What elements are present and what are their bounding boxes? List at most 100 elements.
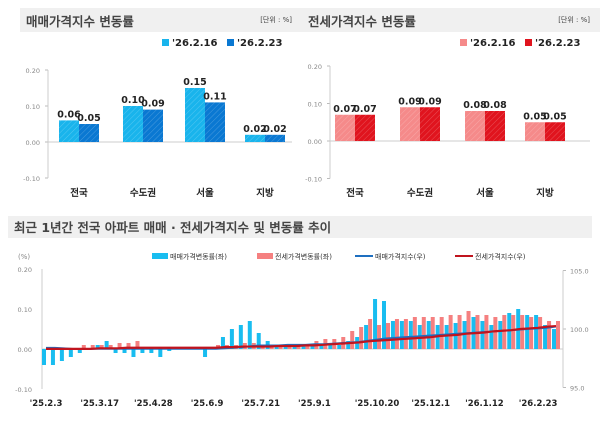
data-label: 0.08	[463, 100, 487, 111]
y-tick-label: 0.20	[308, 63, 322, 71]
bar	[68, 349, 73, 357]
bar	[465, 111, 485, 141]
bar	[386, 323, 390, 349]
category-label: 수도권	[407, 187, 433, 199]
bar	[59, 349, 64, 361]
bar	[220, 337, 225, 349]
x-tick-label: '25.4.28	[134, 399, 173, 409]
data-label: 0.07	[333, 104, 356, 115]
bar	[373, 299, 378, 349]
data-label: 0.11	[203, 91, 226, 102]
bar	[439, 317, 444, 349]
bar	[245, 134, 265, 142]
bar	[520, 315, 525, 349]
bar	[529, 317, 534, 349]
data-label: 0.10	[121, 95, 145, 106]
legend-swatch	[162, 39, 169, 46]
bar	[498, 321, 503, 349]
x-tick-label: '25.7.21	[241, 399, 280, 409]
bar	[79, 124, 99, 142]
unit-label: [단위 : %]	[558, 15, 590, 24]
title-bar	[20, 8, 304, 32]
bar	[131, 349, 136, 357]
unit-label: [단위 : %]	[260, 15, 292, 24]
bar	[123, 106, 143, 142]
bar	[552, 329, 556, 349]
x-tick-label: '26.2.23	[519, 399, 558, 409]
y2-tick-label: 105.0	[570, 268, 589, 276]
bar	[493, 317, 498, 349]
index-line	[46, 324, 557, 350]
y-tick-label: 0.00	[308, 138, 322, 146]
bar	[534, 315, 539, 349]
category-label: 전국	[70, 187, 88, 199]
bar	[420, 107, 440, 141]
x-tick-label: '25.10.20	[355, 399, 400, 409]
bar	[81, 345, 86, 349]
bar	[328, 345, 333, 349]
bar	[135, 341, 140, 349]
category-label: 전국	[346, 187, 364, 199]
data-label: 0.06	[57, 109, 81, 120]
bar	[390, 321, 395, 349]
bar	[394, 319, 399, 349]
legend-label: 전세가격변동률(좌)	[275, 252, 332, 261]
bar	[42, 349, 46, 365]
data-label: 0.09	[418, 96, 441, 107]
legend-swatch	[257, 253, 273, 259]
bar	[143, 109, 163, 142]
bar	[457, 315, 462, 349]
bar	[59, 120, 79, 142]
chart-title: 전세가격지수 변동률	[308, 14, 416, 29]
x-tick-label: '25.9.1	[298, 399, 331, 409]
bar	[485, 111, 505, 141]
bar	[265, 134, 285, 142]
bar	[319, 345, 324, 349]
bar	[117, 343, 122, 349]
bar	[408, 321, 413, 349]
bar	[238, 325, 243, 349]
bar	[355, 114, 375, 141]
bar	[310, 345, 315, 349]
y-tick-label: 0.00	[26, 139, 40, 147]
y-tick-label: 0.20	[26, 67, 40, 75]
bar	[203, 349, 208, 357]
bar	[525, 315, 530, 349]
bar	[448, 315, 453, 349]
bar	[538, 317, 543, 349]
bar	[122, 349, 127, 353]
chart-title: 최근 1년간 전국 아파트 매매 · 전세가격지수 및 변동률 추이	[14, 220, 331, 235]
bar	[90, 345, 95, 349]
bar	[547, 321, 552, 349]
chart-title: 매매가격지수 변동률	[26, 14, 134, 29]
bar	[368, 319, 373, 349]
bar	[256, 333, 261, 349]
bar	[158, 349, 163, 357]
x-tick-label: '25.6.9	[191, 399, 224, 409]
bar	[305, 345, 310, 349]
data-label: 0.02	[263, 124, 286, 135]
x-tick-label: '25.2.3	[30, 399, 63, 409]
category-label: 지방	[256, 187, 274, 199]
legend-swatch	[152, 253, 168, 259]
bar	[525, 122, 545, 141]
bar	[205, 102, 225, 142]
bar	[108, 345, 113, 349]
bar	[359, 327, 364, 349]
bar	[50, 349, 55, 365]
bar	[346, 341, 351, 349]
x-tick-label: '26.1.12	[465, 399, 504, 409]
legend-swatch	[227, 39, 234, 46]
category-label: 서울	[196, 187, 214, 199]
data-label: 0.15	[183, 77, 206, 88]
bar	[296, 345, 301, 349]
y-tick-label: -0.10	[305, 176, 322, 184]
data-label: 0.09	[398, 96, 421, 107]
bar	[421, 317, 426, 349]
y-tick-label: 0.10	[18, 306, 32, 314]
legend-label: 전세가격지수(우)	[475, 252, 526, 261]
bar	[229, 329, 234, 349]
x-tick-label: '25.12.1	[411, 399, 450, 409]
bar	[149, 349, 154, 353]
